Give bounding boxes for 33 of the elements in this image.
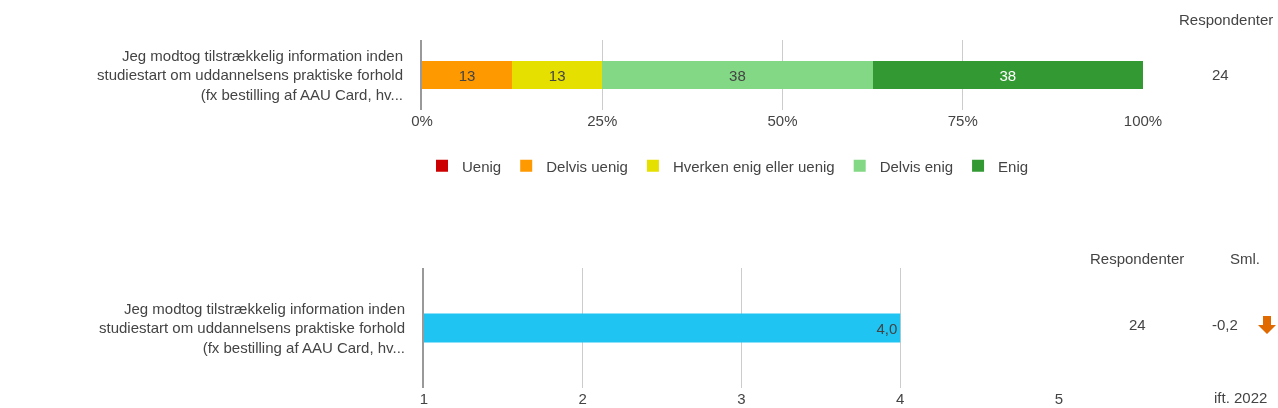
x-tick-label: 25% xyxy=(587,112,618,129)
data-label: 13 xyxy=(548,66,566,84)
x-tick-label: 4 xyxy=(896,390,905,407)
data-label: 38 xyxy=(999,66,1017,84)
text: Respondenter xyxy=(1179,11,1274,28)
data-label: 4,0 xyxy=(876,319,898,337)
x-tick-label: 0% xyxy=(411,112,433,129)
text: -0,2 xyxy=(1212,316,1238,333)
legend-label: Hverken enig eller uenig xyxy=(672,157,835,175)
text: Respondenter xyxy=(1090,250,1185,267)
bar xyxy=(422,61,513,89)
data-label: 38 xyxy=(729,66,746,84)
data-label: 13 xyxy=(458,66,476,84)
y-tick-label: Jeg modtog tilstrækkelig information inden studiestart om uddannelsens praktiske forhold (fx bestilling af AAU Card, hv... xyxy=(96,46,403,103)
text: ift. 2022 xyxy=(1214,389,1268,406)
text: Sml. xyxy=(1230,250,1260,267)
x-tick-label: 1 xyxy=(419,390,429,407)
legend-label: Delvis uenig xyxy=(546,157,628,175)
y-tick-label: Jeg modtog tilstrækkelig information inden studiestart om uddannelsens praktiske forhold (fx bestilling af AAU Card, hv... xyxy=(98,299,405,356)
legend-label: Delvis enig xyxy=(879,157,954,175)
legend-label: Uenig xyxy=(462,157,502,175)
x-tick-label: 75% xyxy=(947,112,978,129)
text: 24 xyxy=(1212,66,1229,83)
bar xyxy=(512,61,603,89)
bar xyxy=(872,61,1143,89)
x-tick-label: 50% xyxy=(767,112,798,129)
x-tick-label: 5 xyxy=(1054,390,1064,407)
x-tick-label: 2 xyxy=(578,390,587,407)
text: 24 xyxy=(1129,316,1146,333)
x-tick-label: 3 xyxy=(737,390,746,407)
bar xyxy=(602,61,873,89)
x-tick-label: 100% xyxy=(1123,112,1163,129)
legend-label: Enig xyxy=(998,157,1029,175)
